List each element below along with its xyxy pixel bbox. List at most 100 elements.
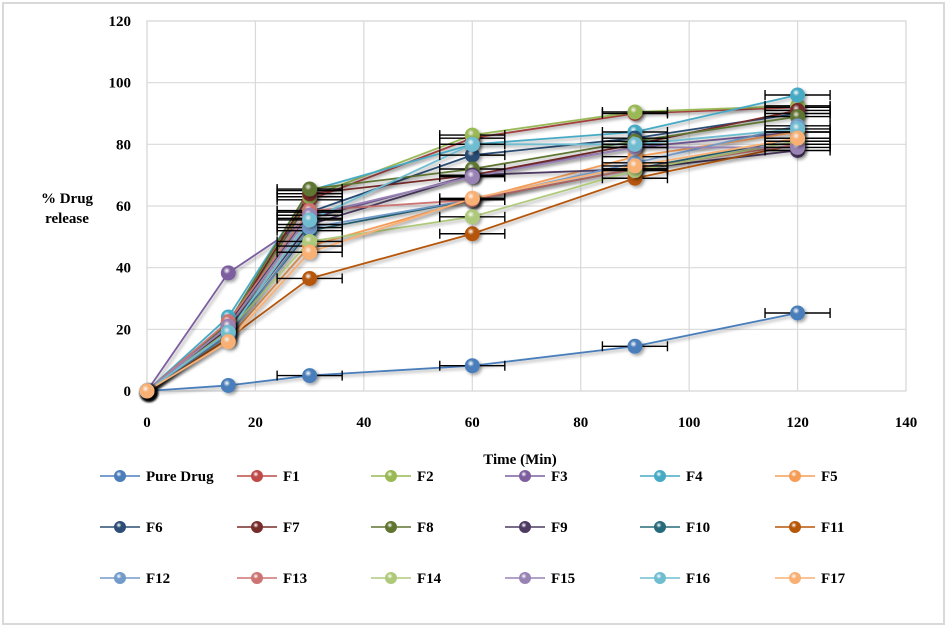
legend-marker	[789, 572, 801, 584]
x-tick-label: 40	[356, 415, 371, 431]
legend-item-f16[interactable]: F16	[640, 571, 711, 587]
x-tick-label: 140	[895, 415, 918, 431]
data-point[interactable]	[302, 181, 318, 197]
data-point[interactable]	[464, 169, 480, 185]
y-axis-title-line2: release	[45, 211, 89, 227]
legend-marker	[114, 572, 126, 584]
series-line	[146, 143, 798, 392]
legend-label: F2	[417, 469, 434, 485]
legend-label: F13	[283, 571, 307, 587]
data-point[interactable]	[302, 212, 318, 228]
data-point[interactable]	[302, 244, 318, 260]
legend-item-f8[interactable]: F8	[371, 520, 434, 536]
legend-label: F14	[417, 571, 442, 587]
legend-item-f10[interactable]: F10	[640, 520, 710, 536]
legend-item-f5[interactable]: F5	[775, 469, 838, 485]
x-axis-ticks: 0 20 40 60 80 100 120 140	[143, 415, 917, 431]
legend-marker	[114, 470, 126, 482]
series-f4	[146, 94, 798, 392]
data-point[interactable]	[627, 158, 643, 174]
legend-item-f2[interactable]: F2	[371, 469, 434, 485]
y-tick-label: 40	[116, 261, 131, 277]
legend-label: F8	[417, 520, 434, 536]
data-point[interactable]	[220, 334, 236, 350]
data-point[interactable]	[464, 190, 480, 206]
data-point[interactable]	[302, 368, 318, 384]
series-line	[146, 115, 798, 392]
data-point[interactable]	[464, 226, 480, 242]
x-tick-label: 0	[143, 415, 151, 431]
series-f11	[146, 143, 798, 392]
y-tick-label: 120	[109, 14, 132, 30]
data-point[interactable]	[790, 305, 806, 321]
data-point[interactable]	[790, 130, 806, 146]
series-f17	[146, 137, 798, 392]
gridlines	[146, 20, 907, 392]
legend-item-f14[interactable]: F14	[371, 571, 442, 587]
series-group	[139, 87, 831, 399]
legend-label: F4	[686, 469, 703, 485]
legend-marker	[251, 572, 263, 584]
legend-marker	[385, 521, 397, 533]
legend-marker	[385, 572, 397, 584]
legend-marker	[251, 470, 263, 482]
legend-item-f3[interactable]: F3	[505, 469, 568, 485]
data-point[interactable]	[464, 136, 480, 152]
legend-item-f12[interactable]: F12	[100, 571, 170, 587]
legend-label: F16	[686, 571, 711, 587]
y-tick-label: 20	[116, 322, 131, 338]
data-point[interactable]	[302, 233, 318, 249]
legend-marker	[789, 521, 801, 533]
data-point[interactable]	[220, 265, 236, 281]
legend-marker	[519, 572, 531, 584]
data-point[interactable]	[302, 270, 318, 286]
legend-marker	[519, 521, 531, 533]
x-tick-label: 60	[465, 415, 480, 431]
series-line	[146, 312, 798, 392]
data-point[interactable]	[220, 377, 236, 393]
legend-item-f6[interactable]: F6	[100, 520, 163, 536]
y-tick-label: 100	[109, 76, 132, 92]
data-point[interactable]	[627, 104, 643, 120]
data-point[interactable]	[627, 338, 643, 354]
series-pure-drug	[146, 312, 798, 392]
legend: Pure Drug F1 F2 F3 F4 F5 F6 F7 F8 F9 F10 F11 F12 F13 F…	[100, 469, 846, 587]
legend-item-f1[interactable]: F1	[237, 469, 300, 485]
legend-marker	[654, 521, 666, 533]
data-point[interactable]	[627, 136, 643, 152]
legend-item-f11[interactable]: F11	[775, 520, 844, 536]
y-tick-label: 0	[124, 384, 132, 400]
x-axis-title: Time (Min)	[483, 452, 556, 468]
legend-marker	[789, 470, 801, 482]
legend-marker	[114, 521, 126, 533]
data-point[interactable]	[139, 383, 155, 399]
y-axis-title-line1: % Drug	[41, 191, 94, 207]
legend-label: F15	[551, 571, 575, 587]
legend-item-f17[interactable]: F17	[775, 571, 846, 587]
legend-item-f4[interactable]: F4	[640, 469, 703, 485]
legend-item-f15[interactable]: F15	[505, 571, 575, 587]
series-line	[146, 94, 798, 392]
data-point[interactable]	[464, 147, 480, 163]
error-bars-f1	[276, 102, 831, 205]
legend-item-f9[interactable]: F9	[505, 520, 568, 536]
legend-label: F7	[283, 520, 300, 536]
legend-item-f13[interactable]: F13	[237, 571, 307, 587]
data-point[interactable]	[464, 358, 480, 374]
markers-f17	[139, 130, 806, 399]
data-point[interactable]	[790, 87, 806, 103]
legend-item-pure-drug[interactable]: Pure Drug	[100, 469, 214, 485]
legend-marker	[251, 521, 263, 533]
x-tick-label: 20	[248, 415, 263, 431]
series-line	[146, 137, 798, 392]
legend-label: F3	[551, 469, 568, 485]
legend-label: F12	[146, 571, 170, 587]
legend-item-f7[interactable]: F7	[237, 520, 300, 536]
data-point[interactable]	[464, 209, 480, 225]
legend-label: F11	[821, 520, 844, 536]
legend-label: Pure Drug	[146, 469, 214, 485]
series-f8	[146, 115, 798, 392]
legend-label: F5	[821, 469, 838, 485]
x-tick-label: 80	[573, 415, 588, 431]
